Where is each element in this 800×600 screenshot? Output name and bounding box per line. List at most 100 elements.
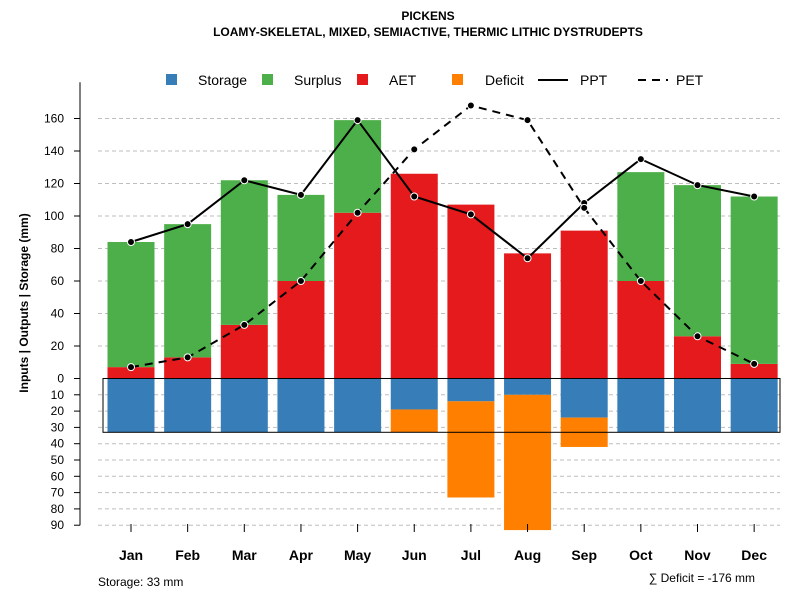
pet-point [693, 332, 702, 341]
storage-capacity-box [102, 378, 781, 433]
x-tick-label: Jan [119, 547, 143, 563]
y-tick-label: 70 [51, 486, 65, 500]
y-tick-label: 20 [51, 339, 65, 353]
surplus-bar [164, 224, 212, 358]
aet-bar [560, 230, 608, 379]
legend-storage-label: Storage [198, 72, 247, 88]
x-tick-label: Apr [289, 547, 314, 563]
y-tick-label: 140 [44, 144, 64, 158]
storage-bar [730, 378, 778, 433]
y-tick-label: 60 [51, 274, 65, 288]
ppt-point [636, 155, 645, 164]
y-tick-label: 40 [51, 437, 65, 451]
y-tick-label: 80 [51, 502, 65, 516]
y-tick-label: 60 [51, 469, 65, 483]
x-tick-label: Jul [461, 547, 481, 563]
x-tick-label: Mar [232, 547, 257, 563]
aet-bar [674, 336, 721, 379]
pet-point [183, 353, 192, 362]
pet-point [410, 145, 419, 154]
storage-bar [164, 378, 212, 433]
legend: Storage Surplus AET Deficit PPT PET [166, 72, 704, 88]
aet-bar [390, 173, 438, 379]
aet-bar [107, 367, 155, 379]
legend-aet-label: AET [389, 72, 417, 88]
aet-bar [447, 204, 495, 379]
x-axis-labels: Jan Feb Mar Apr May Jun Jul Aug Sep Oct Nov Dec [119, 524, 767, 563]
y-tick-label: 100 [44, 209, 64, 223]
y-tick-label: 10 [51, 388, 65, 402]
y-tick-label: 40 [51, 307, 65, 321]
y-tick-label: 90 [51, 518, 65, 532]
legend-pet-label: PET [676, 72, 704, 88]
surplus-bar [107, 242, 155, 368]
legend-deficit-swatch [452, 74, 463, 85]
x-tick-label: Oct [629, 547, 653, 563]
x-tick-label: Nov [684, 547, 711, 563]
storage-bar [560, 378, 608, 418]
y-tick-label: 50 [51, 453, 65, 467]
surplus-bar [674, 185, 721, 337]
pet-point [636, 277, 645, 285]
deficit-note: ∑ Deficit = -176 mm [649, 571, 755, 585]
y-tick-label: 120 [44, 177, 64, 191]
lines [127, 101, 759, 372]
pet-point [750, 359, 759, 368]
storage-bar [334, 378, 382, 433]
ppt-point [353, 116, 362, 125]
legend-deficit-label: Deficit [485, 72, 524, 88]
legend-surplus-swatch [262, 74, 273, 85]
y-tick-label: 80 [51, 242, 65, 256]
y-axis: 0 20 40 60 80 100 120 140 160 10 20 30 40 50 60 70 80 90 [44, 82, 81, 532]
ppt-point [240, 176, 249, 185]
ppt-point [466, 210, 475, 219]
aet-bar [334, 212, 382, 379]
pet-point [240, 320, 249, 329]
x-tick-label: Jun [402, 547, 427, 563]
y-tick-label: 20 [51, 404, 65, 418]
x-tick-label: May [344, 547, 371, 563]
ppt-point [296, 190, 305, 199]
y-tick-label: 0 [57, 372, 64, 386]
x-tick-label: Dec [741, 547, 767, 563]
pet-point [127, 363, 135, 372]
surplus-bar [277, 194, 325, 281]
legend-aet-swatch [357, 74, 368, 85]
pet-point [466, 101, 475, 110]
pet-point [580, 203, 589, 212]
surplus-bar [617, 172, 665, 281]
deficit-bar [447, 401, 495, 498]
pet-point [296, 277, 305, 285]
aet-bar [220, 324, 268, 379]
storage-note: Storage: 33 mm [98, 575, 183, 589]
y-tick-label: 30 [51, 420, 65, 434]
x-tick-label: Aug [514, 547, 541, 563]
aet-bar [730, 363, 778, 379]
ppt-point [127, 238, 135, 246]
aet-bar [164, 357, 212, 379]
storage-bar [277, 378, 325, 433]
pet-point [523, 116, 532, 125]
ppt-point [750, 192, 759, 201]
ppt-point [183, 220, 192, 229]
storage-bar [107, 378, 155, 433]
deficit-bar [390, 409, 438, 433]
aet-bar [277, 281, 325, 379]
x-tick-label: Sep [571, 547, 597, 563]
storage-bar [390, 378, 438, 410]
bars [102, 120, 781, 531]
aet-bar [617, 281, 665, 379]
ppt-line [130, 118, 755, 260]
storage-bar [447, 378, 495, 402]
surplus-bar [730, 196, 778, 364]
y-tick-label: 160 [44, 112, 64, 126]
surplus-bar [220, 180, 268, 325]
chart-subtitle: LOAMY-SKELETAL, MIXED, SEMIACTIVE, THERM… [213, 25, 643, 39]
y-axis-label: Inputs | Outputs | Storage (mm) [17, 213, 31, 392]
storage-bar [220, 378, 268, 433]
ppt-point [693, 181, 702, 190]
x-tick-label: Feb [175, 547, 200, 563]
aet-bar [504, 253, 552, 379]
pet-point [353, 208, 362, 217]
